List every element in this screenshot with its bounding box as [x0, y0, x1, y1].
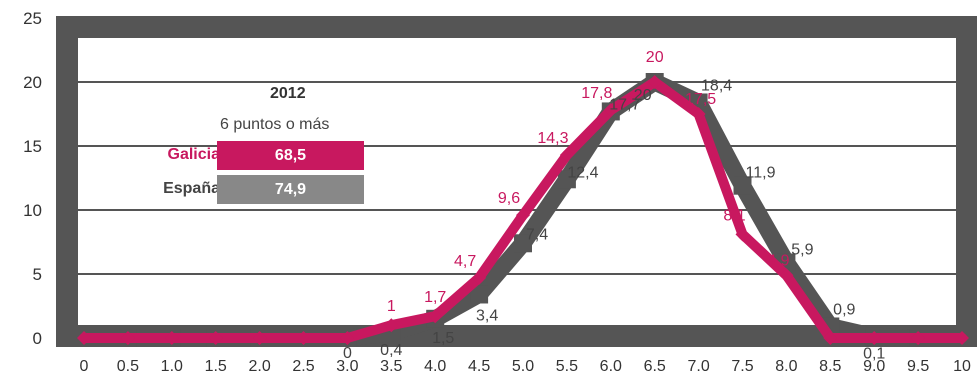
x-tick-label: 4.5	[468, 358, 490, 375]
series-lines	[75, 73, 971, 347]
x-tick-label: 6.5	[644, 358, 666, 375]
data-label-galicia: 1	[387, 298, 396, 315]
data-point-galicia	[867, 331, 882, 345]
x-tick-label: 1.0	[161, 358, 183, 375]
x-tick-label: 3.0	[336, 358, 358, 375]
data-point-galicia	[911, 331, 926, 345]
legend-name-espana: España	[163, 180, 220, 197]
x-tick-label: 6.0	[600, 358, 622, 375]
data-label-galicia: 20	[646, 49, 664, 66]
y-tick-label: 25	[23, 9, 42, 28]
x-tick-label: 2.5	[292, 358, 314, 375]
data-label-galicia: 17,8	[581, 85, 612, 102]
legend-value-espana: 74,9	[217, 175, 364, 204]
x-tick-label: 3.5	[380, 358, 402, 375]
data-label-espana: 0	[343, 345, 352, 362]
x-tick-label: 1.5	[205, 358, 227, 375]
data-point-galicia	[208, 331, 223, 345]
data-label-galicia: 4,9	[767, 252, 789, 269]
data-point-galicia	[559, 147, 574, 162]
data-label-galicia: 17,5	[685, 91, 716, 108]
data-point-galicia	[735, 227, 750, 242]
data-label-espana: 0,1	[863, 346, 885, 363]
x-tick-label: 4.0	[424, 358, 446, 375]
data-label-espana: 20	[634, 87, 652, 104]
data-point-galicia	[340, 331, 355, 345]
data-point-galicia	[691, 107, 706, 121]
x-tick-label: 5.0	[512, 358, 534, 375]
data-label-galicia: 1,7	[424, 289, 446, 306]
data-point-galicia	[516, 208, 530, 223]
data-label-espana: 1,5	[432, 330, 454, 347]
legend-row-galicia: Galicia 68,5	[130, 141, 370, 171]
x-tick-label: 8.0	[775, 358, 797, 375]
legend: 2012 6 puntos o más Galicia 68,5 España …	[130, 80, 370, 205]
y-tick-label: 10	[23, 201, 42, 220]
data-point-espana	[470, 285, 489, 304]
data-label-espana: 0,9	[833, 301, 855, 318]
data-labels: 0 0,41,53,47,412,417,72018,411,95,90,90,1…	[343, 49, 885, 363]
y-tick-label: 5	[33, 265, 42, 284]
x-tick-label: 9.0	[863, 358, 885, 375]
legend-name-galicia: Galicia	[167, 146, 220, 163]
x-tick-label: 7.5	[731, 358, 753, 375]
data-label-espana: 18,4	[701, 77, 732, 94]
x-tick-label: 0.5	[117, 358, 139, 375]
data-label-galicia: 14,3	[537, 130, 568, 147]
data-point-galicia	[77, 331, 91, 345]
data-point-galicia	[252, 331, 267, 345]
data-point-galicia	[603, 103, 618, 118]
x-tick-label: 0	[80, 358, 89, 375]
data-label-espana: 17,7	[609, 96, 640, 113]
x-tick-label: 2.0	[248, 358, 270, 375]
legend-note: 6 puntos o más	[220, 116, 330, 133]
x-tick-label: 10	[953, 358, 971, 375]
y-tick-label: 20	[23, 73, 42, 92]
x-axis-ticks: 0 0.5 1.0 1.5 2.0 2.5 3.0 3.5 4.0 4.5 5.0 5.5 6.0 6.5…	[80, 358, 971, 375]
legend-value-galicia: 68,5	[217, 141, 364, 170]
y-axis-ticks: 0 5 10 15 20 25	[23, 9, 42, 348]
data-label-galicia: 8,1	[723, 207, 745, 224]
legend-year: 2012	[270, 85, 306, 102]
data-point-galicia	[120, 331, 135, 345]
data-point-espana	[733, 176, 752, 195]
data-label-espana: 3,4	[476, 307, 498, 324]
x-tick-label: 7.0	[687, 358, 709, 375]
data-label-espana: 12,4	[567, 164, 598, 181]
data-label-espana: 0,4	[380, 342, 402, 359]
data-point-galicia	[296, 331, 311, 345]
data-point-galicia	[384, 318, 399, 333]
legend-row-espana: España 74,9	[130, 175, 370, 205]
data-label-galicia: 4,7	[454, 253, 476, 270]
plot-frame	[56, 16, 977, 347]
data-label-espana: 7,4	[526, 226, 548, 243]
data-point-galicia	[428, 309, 443, 324]
x-tick-label: 5.5	[556, 358, 578, 375]
x-tick-label: 9.5	[907, 358, 929, 375]
data-point-galicia	[779, 268, 794, 283]
data-point-galicia	[823, 331, 838, 345]
data-point-galicia	[647, 75, 662, 89]
data-point-galicia	[472, 270, 487, 285]
data-label-espana: 5,9	[791, 241, 813, 258]
y-tick-label: 0	[33, 329, 42, 348]
x-tick-label: 8.5	[819, 358, 841, 375]
data-label-galicia: 9,6	[498, 190, 520, 207]
data-point-espana	[514, 234, 532, 253]
data-point-espana	[557, 170, 576, 189]
y-tick-label: 15	[23, 137, 42, 156]
data-point-galicia	[955, 331, 969, 345]
data-point-galicia	[164, 331, 179, 345]
data-label-espana: 11,9	[746, 165, 776, 182]
